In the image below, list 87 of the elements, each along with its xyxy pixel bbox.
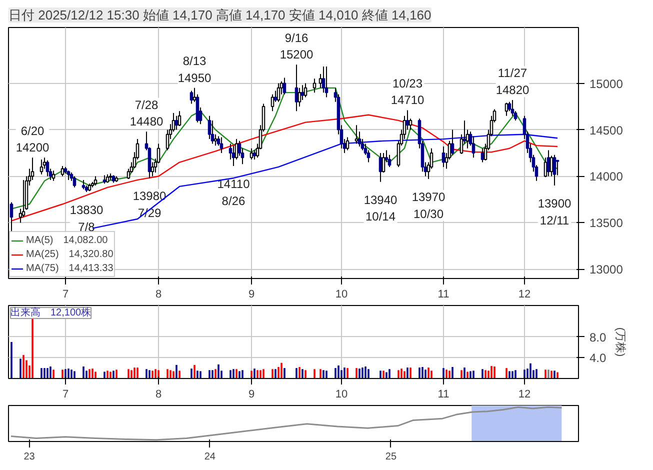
y-tick-label: 14000: [590, 170, 624, 184]
y-axis-title: (万株): [614, 327, 628, 357]
legend-label: MA(5) 14,082.00: [26, 234, 108, 247]
x-tick-label: 23: [24, 452, 36, 462]
candlestick: [472, 136, 476, 158]
y-tick-label: 15000: [590, 76, 624, 91]
annotation: 11/27 14820: [496, 66, 530, 98]
x-tick-label: 11: [438, 288, 450, 300]
x-tick-label: 7: [62, 288, 69, 300]
legend-label: MA(25) 14,320.80: [26, 248, 114, 261]
candlestick: [270, 94, 274, 112]
candlestick: [276, 82, 280, 102]
candlestick: [382, 152, 386, 174]
candlestick: [46, 160, 50, 177]
candlestick: [442, 146, 446, 168]
y-tick-label: 14500: [590, 123, 624, 138]
candlestick: [150, 162, 154, 177]
candlestick: [552, 154, 556, 186]
candlestick: [208, 115, 212, 140]
candlestick: [546, 150, 550, 177]
annotation: 8/13 14950: [178, 54, 212, 85]
candlestick: [504, 102, 508, 116]
y-tick-label: 13500: [590, 216, 624, 230]
annotation: 9/16 15200: [280, 30, 314, 62]
x-tick-label: 10: [335, 288, 348, 300]
annotation: 6/20 14200: [16, 124, 50, 155]
y-tick-label: 4.0: [590, 351, 607, 366]
candlestick: [354, 124, 358, 144]
candlestick: [40, 159, 44, 175]
candlestick: [82, 179, 86, 190]
chart-title: 日付 2025/12/12 15:30 始値 14,170 高値 14,170 安値 14,010 終値 14,160: [8, 8, 432, 22]
annotation: 13940 10/14: [364, 192, 398, 224]
x-tick-label: 12: [518, 388, 531, 400]
candlestick: [220, 136, 224, 154]
candlestick: [300, 84, 304, 101]
x-tick-label: 10: [335, 388, 348, 400]
candlestick: [318, 73, 322, 88]
x-tick-label: 7: [62, 388, 69, 400]
candlestick: [550, 155, 554, 177]
candlestick: [388, 154, 392, 168]
candlestick: [72, 176, 76, 188]
candlestick: [450, 129, 454, 156]
x-tick-label: 9: [248, 288, 255, 300]
candlestick: [556, 160, 560, 176]
candlestick: [324, 66, 328, 98]
annotation: 13830 7/8: [70, 203, 104, 234]
x-tick-label: 24: [204, 452, 216, 462]
y-tick-label: 13000: [590, 262, 624, 277]
candlestick: [250, 148, 254, 160]
candlestick: [94, 176, 98, 186]
candlestick: [232, 145, 236, 167]
annotation: 10/23 14710: [390, 76, 425, 108]
y-tick-label: 8.0: [590, 330, 607, 344]
candlestick: [178, 110, 182, 127]
candlestick: [408, 118, 412, 130]
candlestick: [192, 87, 196, 102]
candlestick: [480, 148, 484, 163]
legend-label: MA(75) 14,413.33: [26, 262, 114, 275]
candlestick: [210, 120, 214, 144]
candlestick: [510, 100, 514, 116]
candlestick: [508, 101, 512, 112]
candlestick: [282, 77, 286, 95]
annotation: 出来高 12,100株: [10, 306, 92, 318]
candlestick: [66, 170, 70, 180]
candlestick: [60, 166, 64, 177]
candlestick: [312, 78, 316, 94]
candlestick: [252, 150, 256, 160]
annotation: 13900 12/11: [538, 196, 572, 228]
candlestick: [298, 87, 302, 108]
candlestick: [322, 66, 326, 94]
x-tick-label: 25: [385, 452, 397, 462]
candlestick: [294, 64, 298, 112]
x-tick-label: 8: [155, 388, 162, 400]
candlestick: [52, 170, 56, 182]
candlestick: [174, 115, 178, 130]
candlestick: [304, 82, 308, 98]
candlestick: [378, 152, 382, 182]
x-tick-label: 9: [248, 388, 255, 400]
annotation: 13970 10/30: [412, 190, 446, 221]
annotation: 7/28 14480: [130, 98, 164, 129]
x-tick-label: 8: [155, 288, 162, 300]
x-tick-label: 12: [518, 288, 531, 300]
candlestick: [214, 134, 218, 146]
annotation: 14110 8/26: [217, 177, 250, 208]
candlestick: [346, 136, 350, 151]
x-tick-label: 11: [438, 388, 450, 400]
candlestick: [190, 90, 194, 104]
